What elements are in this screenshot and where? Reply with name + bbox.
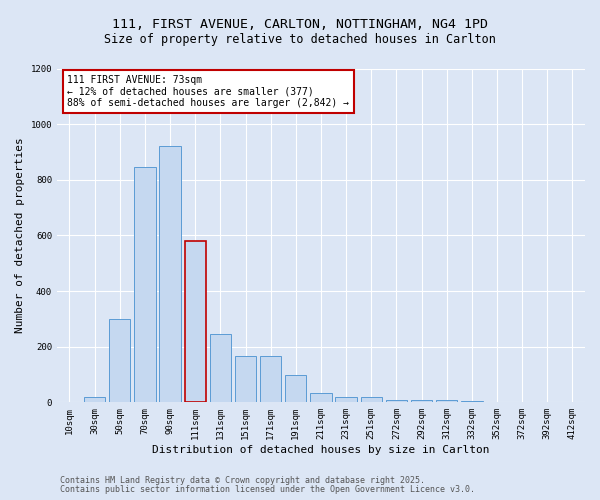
Bar xyxy=(386,400,407,402)
Bar xyxy=(185,241,206,402)
Bar xyxy=(109,319,130,402)
Bar xyxy=(235,356,256,403)
Y-axis label: Number of detached properties: Number of detached properties xyxy=(15,138,25,334)
Text: Size of property relative to detached houses in Carlton: Size of property relative to detached ho… xyxy=(104,32,496,46)
Bar xyxy=(461,401,482,402)
Bar xyxy=(285,374,307,402)
Bar xyxy=(260,356,281,403)
Bar xyxy=(134,168,155,402)
Bar xyxy=(335,397,357,402)
Bar xyxy=(310,392,332,402)
Bar xyxy=(84,397,106,402)
Bar xyxy=(436,400,457,402)
Text: Contains public sector information licensed under the Open Government Licence v3: Contains public sector information licen… xyxy=(60,485,475,494)
Bar xyxy=(361,397,382,402)
Text: Contains HM Land Registry data © Crown copyright and database right 2025.: Contains HM Land Registry data © Crown c… xyxy=(60,476,425,485)
X-axis label: Distribution of detached houses by size in Carlton: Distribution of detached houses by size … xyxy=(152,445,490,455)
Text: 111 FIRST AVENUE: 73sqm
← 12% of detached houses are smaller (377)
88% of semi-d: 111 FIRST AVENUE: 73sqm ← 12% of detache… xyxy=(67,75,349,108)
Bar xyxy=(411,400,432,402)
Bar xyxy=(160,146,181,402)
Bar xyxy=(209,334,231,402)
Text: 111, FIRST AVENUE, CARLTON, NOTTINGHAM, NG4 1PD: 111, FIRST AVENUE, CARLTON, NOTTINGHAM, … xyxy=(112,18,488,30)
